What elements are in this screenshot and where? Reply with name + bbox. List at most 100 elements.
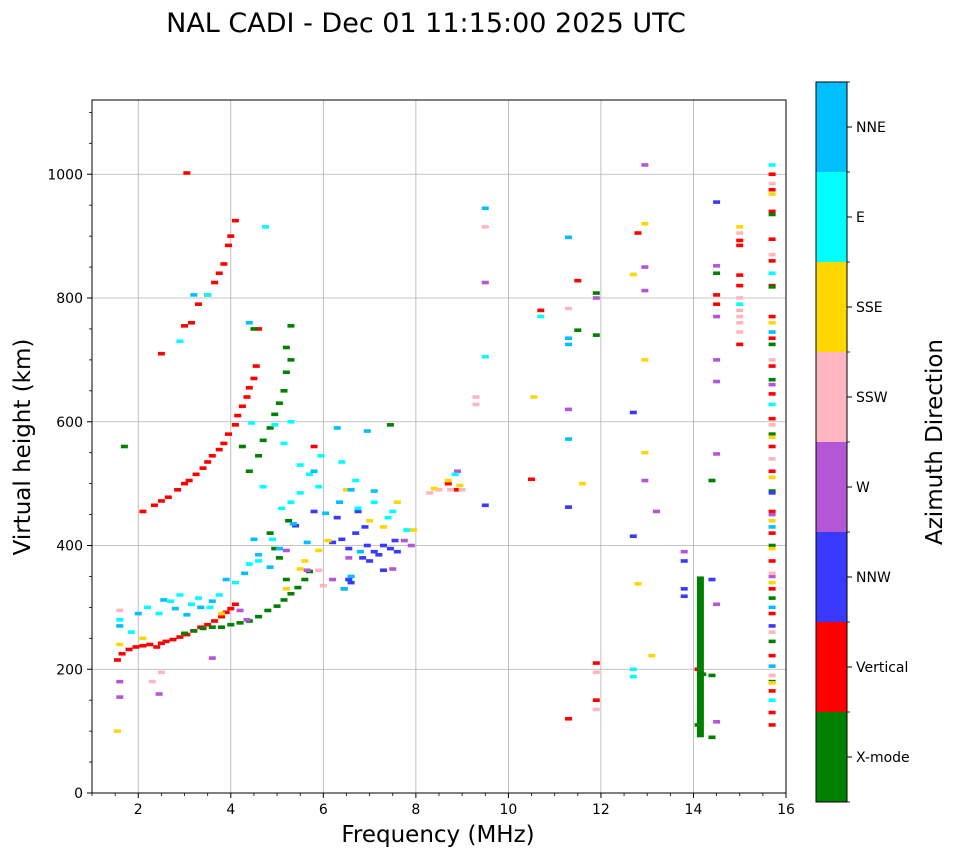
data-point (768, 673, 776, 678)
data-point (592, 698, 600, 702)
data-point (768, 489, 776, 493)
data-point (113, 658, 121, 662)
data-point (736, 302, 744, 306)
data-point (155, 692, 163, 696)
data-point (280, 389, 288, 393)
data-point (713, 264, 721, 268)
x-tick-label: 16 (777, 802, 795, 818)
data-point (222, 610, 230, 615)
data-point (282, 577, 290, 582)
data-point (315, 484, 323, 489)
colorbar-tick-label: SSW (856, 390, 888, 406)
data-point (162, 639, 170, 644)
data-point (199, 466, 207, 470)
data-point (245, 469, 253, 474)
data-point (338, 537, 346, 542)
data-point (768, 587, 776, 591)
data-point (528, 477, 536, 482)
data-point (366, 559, 374, 563)
data-point (370, 489, 378, 493)
data-point (403, 528, 411, 532)
data-point (287, 358, 295, 362)
data-point (243, 617, 251, 622)
colorbar-tick-label: SSE (856, 300, 883, 316)
x-tick-label: 6 (319, 802, 328, 818)
data-point (139, 636, 147, 641)
data-point (245, 385, 253, 390)
y-axis-label: Virtual height (km) (10, 339, 36, 556)
data-point (157, 351, 165, 356)
data-point (208, 453, 216, 458)
data-point (768, 723, 776, 727)
data-point (634, 231, 642, 235)
data-point (352, 478, 360, 483)
data-point (384, 515, 392, 520)
data-point (768, 392, 776, 396)
data-point (301, 577, 309, 582)
data-point (296, 491, 304, 495)
data-point (275, 401, 283, 405)
data-point (768, 259, 776, 263)
data-point (116, 608, 124, 613)
data-point (530, 395, 538, 399)
data-point (164, 495, 172, 500)
data-point (768, 330, 776, 334)
data-point (768, 475, 776, 480)
colorbar-tick-label: X-mode (856, 750, 910, 766)
data-point (255, 552, 263, 557)
data-point (426, 491, 434, 495)
data-point (224, 243, 232, 248)
data-point (347, 580, 355, 585)
data-point (345, 577, 353, 582)
data-point (181, 481, 189, 486)
data-point (393, 549, 401, 554)
data-point (768, 423, 776, 427)
data-point (629, 272, 637, 277)
data-point (317, 453, 325, 458)
colorbar-swatch (816, 82, 847, 172)
data-point (768, 364, 776, 368)
data-point (652, 509, 660, 514)
data-point (204, 622, 212, 627)
data-point (768, 457, 776, 461)
data-point (680, 559, 688, 563)
data-point (481, 503, 489, 508)
data-point (224, 432, 232, 436)
data-point (282, 345, 290, 350)
data-point (629, 667, 637, 672)
data-point (280, 441, 288, 446)
data-point (315, 568, 323, 573)
data-point (768, 546, 776, 551)
data-point (340, 587, 348, 591)
data-point (287, 419, 295, 424)
data-point (713, 200, 721, 204)
data-point (768, 543, 776, 548)
data-point (347, 574, 355, 579)
data-point (187, 602, 195, 607)
data-point (174, 488, 182, 492)
data-point (211, 619, 219, 623)
data-point (215, 447, 223, 452)
data-point (768, 163, 776, 167)
data-point (273, 604, 281, 608)
data-point (379, 543, 387, 548)
data-point (379, 525, 387, 529)
data-point (400, 538, 408, 543)
x-tick-label: 12 (592, 802, 610, 818)
data-point (289, 522, 297, 526)
data-point (132, 645, 140, 649)
data-point (352, 531, 360, 535)
data-point (252, 364, 260, 368)
colorbar-swatch (816, 262, 847, 352)
data-point (354, 506, 362, 511)
data-point (451, 472, 459, 477)
data-point (116, 642, 124, 647)
data-point (768, 664, 776, 668)
data-point (155, 611, 163, 616)
data-point (329, 540, 337, 545)
data-point (574, 278, 582, 283)
data-point (271, 546, 279, 551)
data-point (157, 641, 165, 646)
data-point (255, 614, 263, 619)
